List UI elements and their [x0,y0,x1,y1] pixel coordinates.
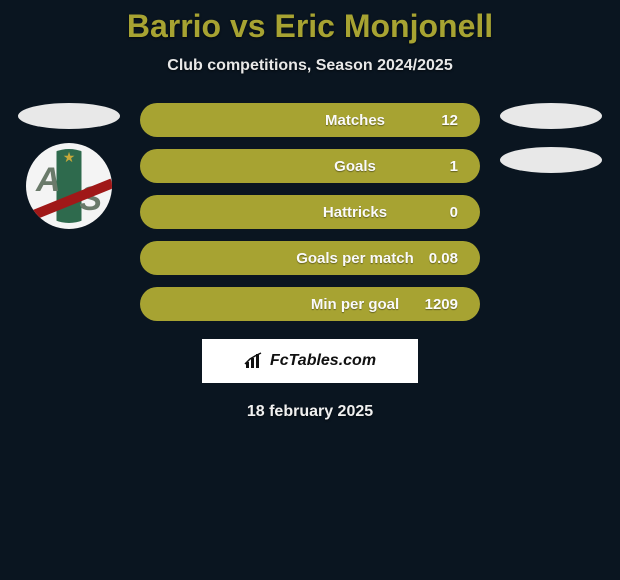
stat-value: 1 [450,158,458,175]
star-icon: ★ [63,149,76,166]
stats-column: Matches 12 Goals 1 Hattricks 0 Goals per… [140,103,480,321]
club-logo: ★ A S [26,143,112,229]
watermark-text: FcTables.com [270,352,376,370]
page-title: Barrio vs Eric Monjonell [0,8,620,45]
stat-label: Goals per match [168,250,452,267]
stat-row-matches: Matches 12 [140,103,480,137]
stat-label: Matches [168,112,452,129]
left-shadow-ellipse [18,103,120,129]
stat-value: 1209 [425,296,458,313]
main-row: ★ A S Matches 12 Goals 1 Hattricks 0 Goa… [0,103,620,321]
comparison-card: Barrio vs Eric Monjonell Club competitio… [0,0,620,421]
stat-value: 0.08 [429,250,458,267]
logo-letter-a: A [36,161,61,200]
stat-label: Goals [168,158,452,175]
left-player-col: ★ A S [18,103,120,229]
chart-icon [244,352,266,370]
date-label: 18 february 2025 [0,403,620,421]
watermark: FcTables.com [202,339,418,383]
stat-label: Hattricks [168,204,452,221]
stat-row-goals: Goals 1 [140,149,480,183]
stat-row-mpg: Min per goal 1209 [140,287,480,321]
right-shadow-ellipse-2 [500,147,602,173]
right-shadow-ellipse-1 [500,103,602,129]
stat-value: 12 [441,112,458,129]
stat-value: 0 [450,204,458,221]
stat-row-gpm: Goals per match 0.08 [140,241,480,275]
right-player-col [500,103,602,173]
stat-row-hattricks: Hattricks 0 [140,195,480,229]
page-subtitle: Club competitions, Season 2024/2025 [0,57,620,75]
stat-label: Min per goal [168,296,452,313]
